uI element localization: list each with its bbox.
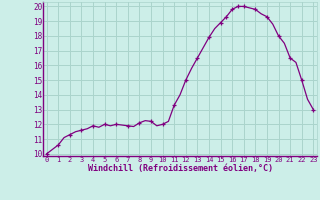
X-axis label: Windchill (Refroidissement éolien,°C): Windchill (Refroidissement éolien,°C): [87, 164, 273, 173]
